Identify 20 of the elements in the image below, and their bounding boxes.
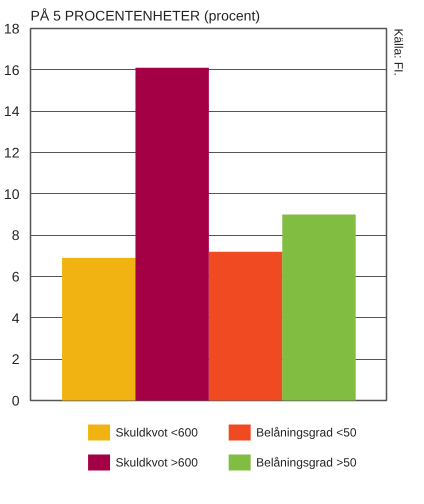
y-tick-label: 10 xyxy=(4,186,20,202)
y-tick-label: 8 xyxy=(12,227,20,244)
text: Källa: FI. xyxy=(392,28,406,76)
y-tick-label: 4 xyxy=(12,310,20,326)
y-tick-label: 14 xyxy=(4,103,20,120)
legend-label: Belåningsgrad >50 xyxy=(256,456,357,470)
legend-label: Belåningsgrad <50 xyxy=(256,426,357,440)
y-tick-label: 16 xyxy=(4,62,20,78)
bar xyxy=(208,252,282,400)
y-tick-label: 0 xyxy=(12,392,20,408)
legend-label: Skuldkvot >600 xyxy=(116,456,198,470)
y-tick-label: 2 xyxy=(12,351,20,368)
y-tick-label: 18 xyxy=(4,20,20,36)
chart-title: PÅ 5 PROCENTENHETER (procent) xyxy=(30,8,260,24)
bar xyxy=(135,68,209,400)
bar xyxy=(282,214,356,400)
bar xyxy=(62,258,136,400)
legend-label: Skuldkvot <600 xyxy=(116,426,198,440)
y-tick-label: 12 xyxy=(4,144,20,160)
y-tick-label: 6 xyxy=(12,268,20,284)
